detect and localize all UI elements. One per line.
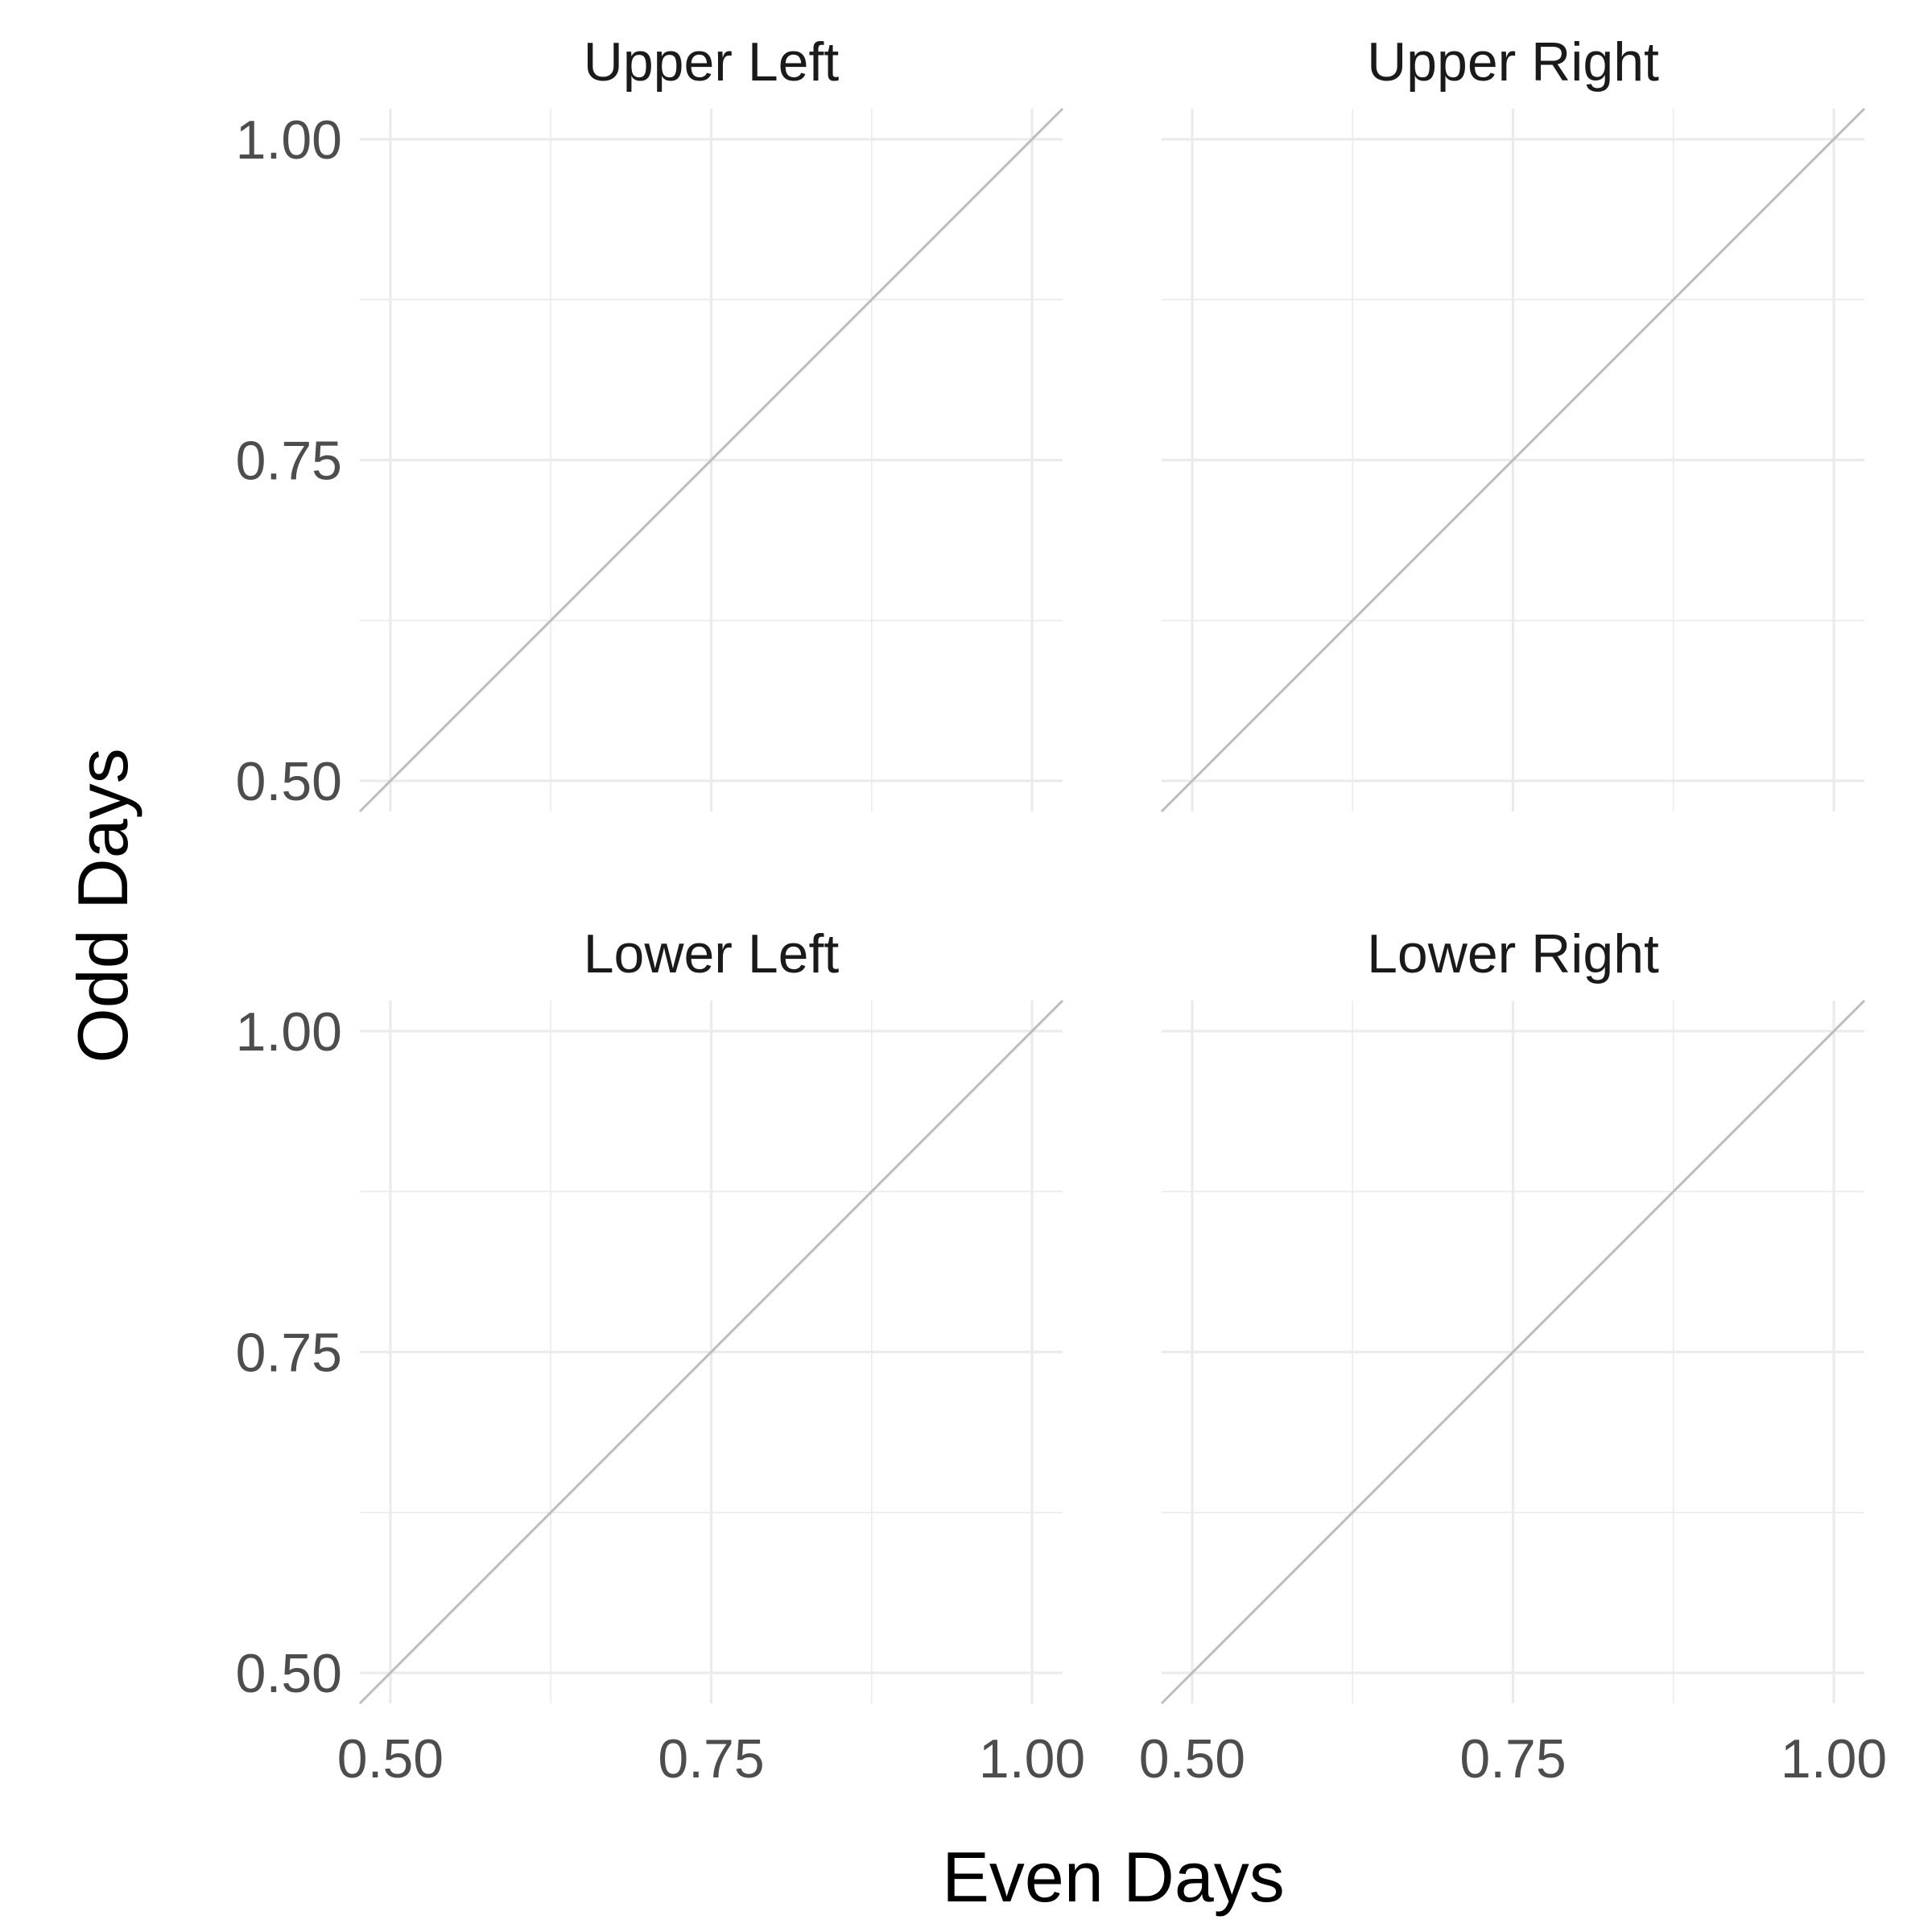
- x-axis-title: Even Days: [942, 1837, 1285, 1917]
- facet-title: Lower Right: [1367, 923, 1659, 985]
- x-tick-label: 0.75: [658, 1728, 764, 1790]
- facet-panels: Upper Left 0.50 0.75 1.00 Upper Right Lower L…: [236, 31, 1888, 1790]
- reference-line: [358, 999, 1064, 1705]
- y-tick-label: 0.75: [236, 1323, 342, 1384]
- x-tick-label: 1.00: [979, 1728, 1085, 1790]
- facet-title: Lower Left: [584, 923, 840, 985]
- y-tick-label: 0.50: [236, 1643, 342, 1704]
- facet-title: Upper Right: [1367, 31, 1659, 93]
- x-tick-label: 0.75: [1459, 1728, 1566, 1790]
- facet-upper-left: Upper Left 0.50 0.75 1.00: [236, 31, 1064, 813]
- x-tick-label: 1.00: [1781, 1728, 1887, 1790]
- facet-title: Upper Left: [584, 31, 840, 93]
- x-tick-label: 0.50: [1139, 1728, 1245, 1790]
- facet-lower-left: Lower Left 0.50 0.75 1.00 0.50 0.75 1.00: [236, 923, 1086, 1790]
- reference-line: [1160, 999, 1866, 1705]
- facet-lower-right: Lower Right 0.50 0.75 1.00: [1139, 923, 1887, 1790]
- y-axis-title: Odd Days: [63, 748, 142, 1063]
- x-tick-label: 0.50: [337, 1728, 444, 1790]
- reference-line: [1160, 107, 1866, 813]
- reference-line: [358, 107, 1064, 813]
- facet-upper-right: Upper Right: [1160, 31, 1866, 813]
- y-tick-label: 0.75: [236, 431, 342, 492]
- y-tick-label: 0.50: [236, 751, 342, 812]
- y-tick-label: 1.00: [236, 1001, 342, 1063]
- y-tick-label: 1.00: [236, 109, 342, 171]
